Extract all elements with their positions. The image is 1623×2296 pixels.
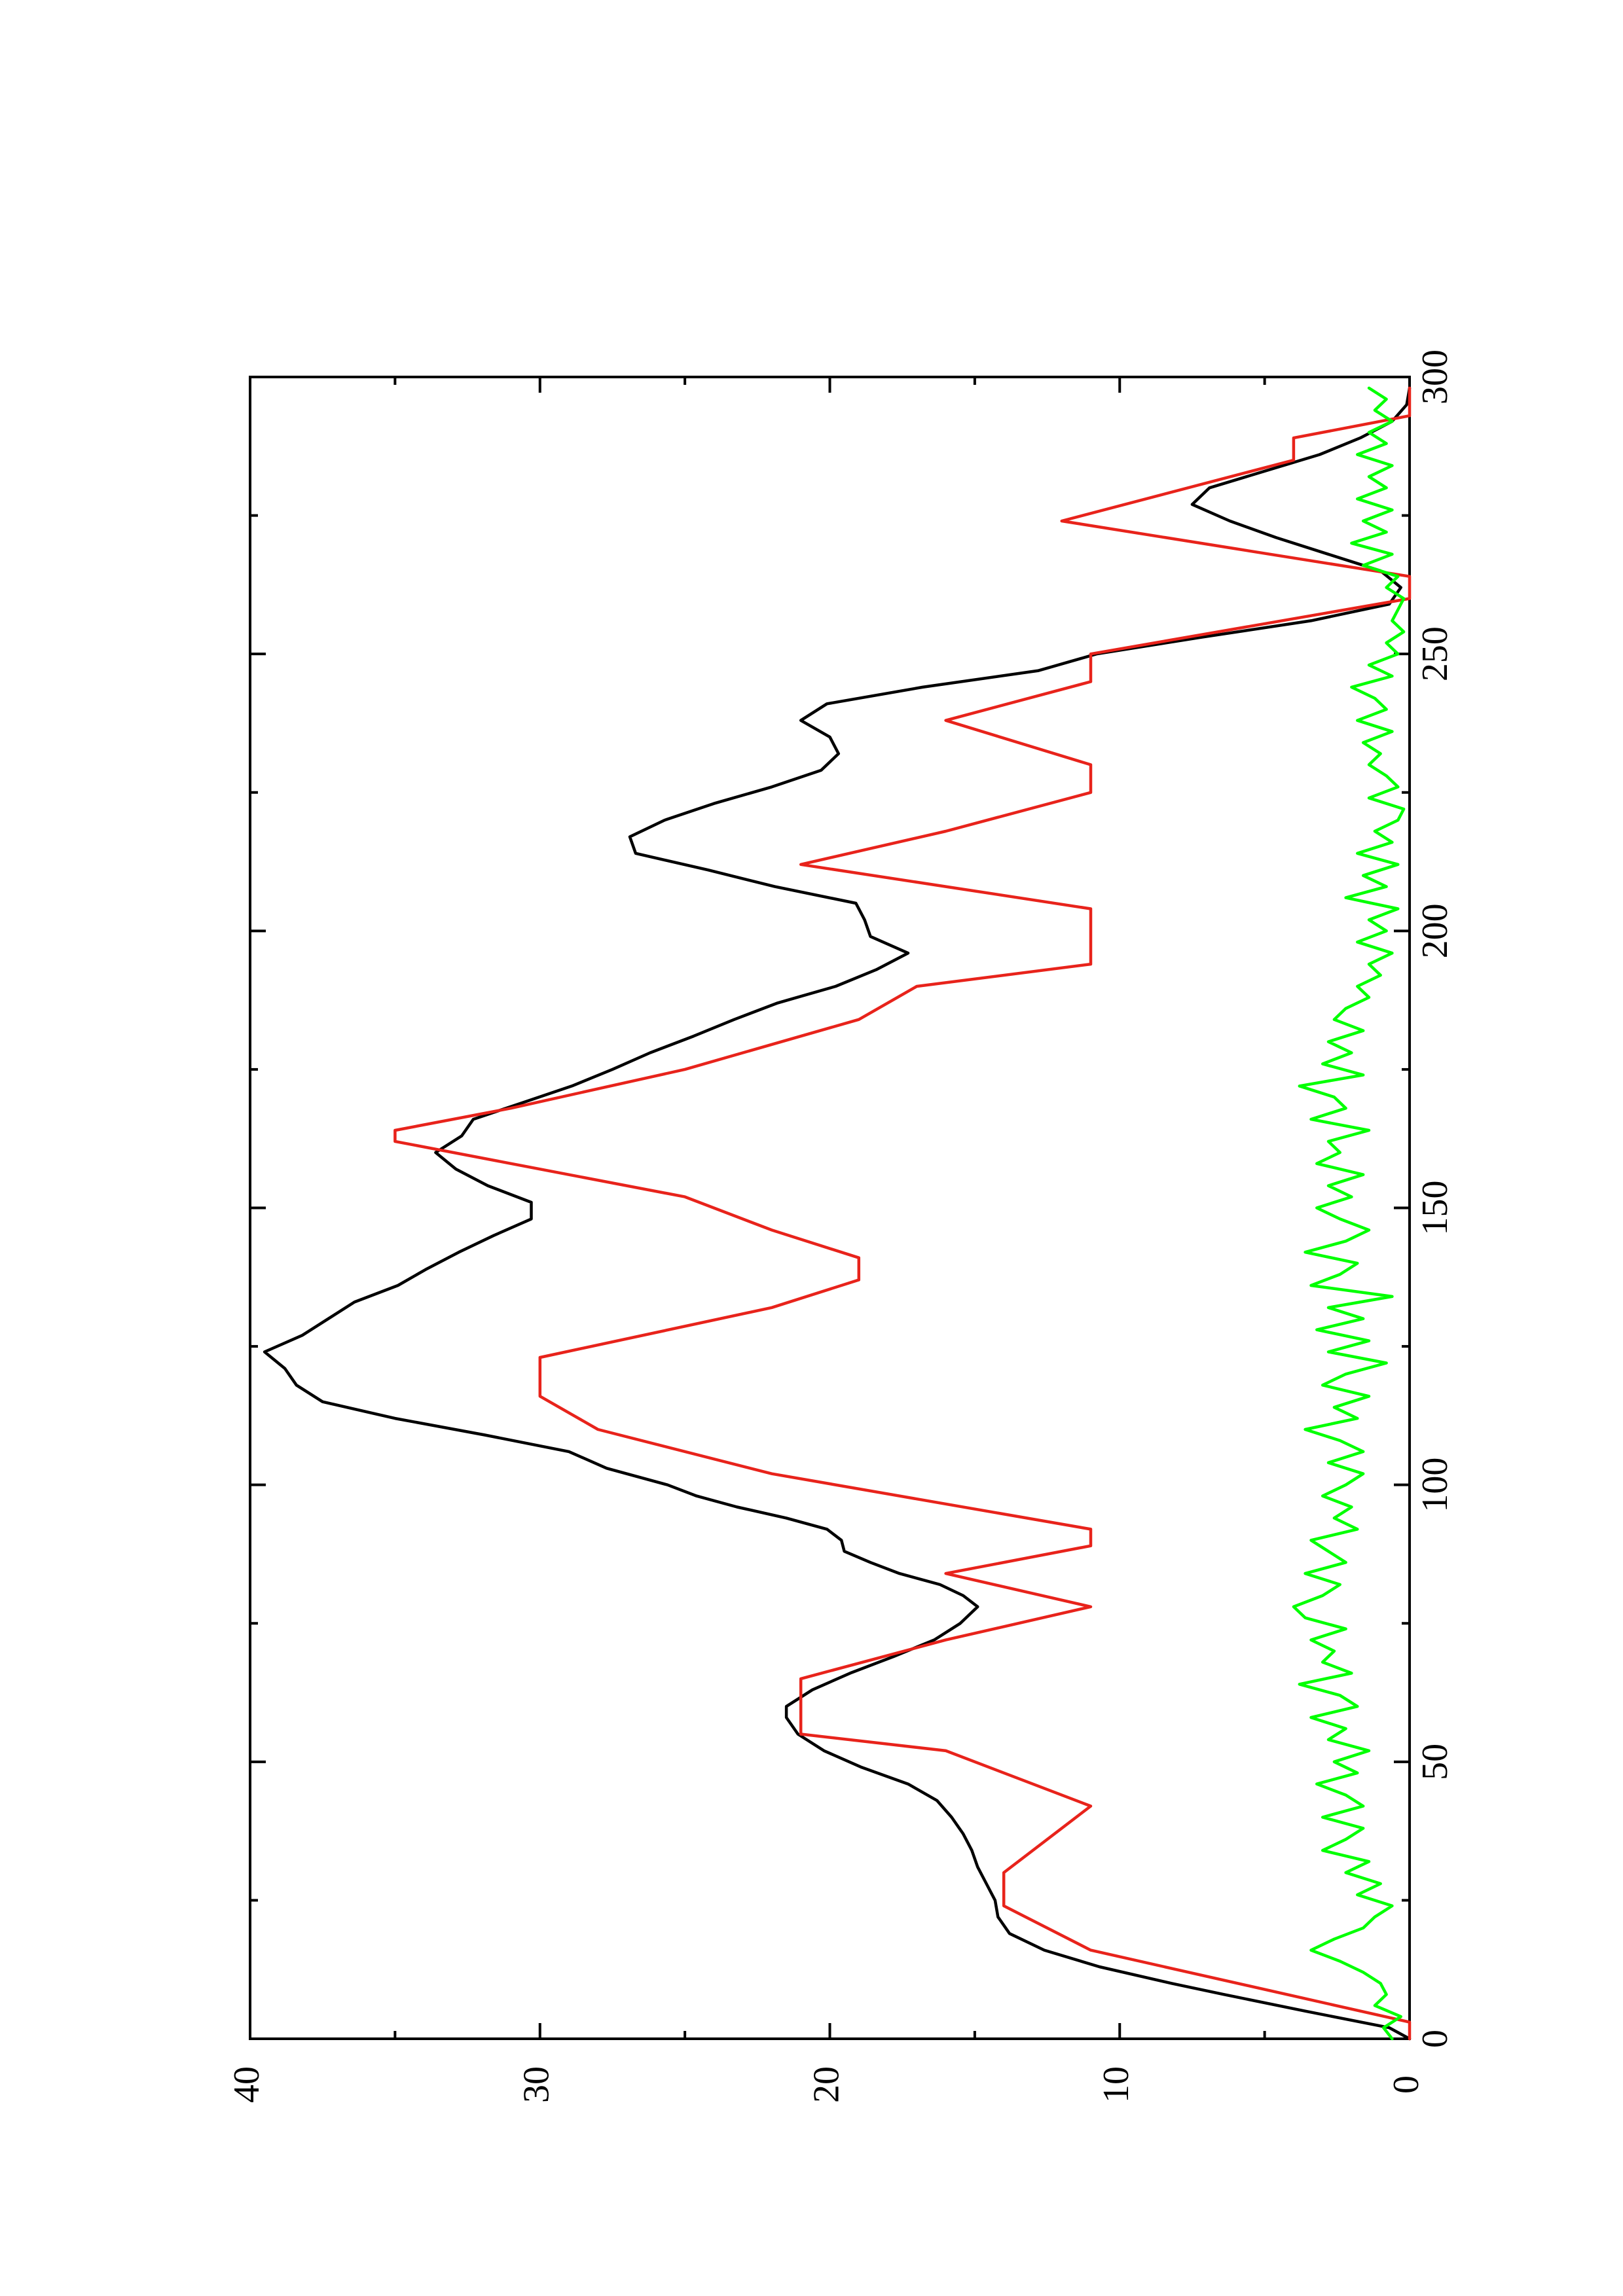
green-series-line <box>1292 386 1406 2041</box>
y-tick-label: 40 <box>227 2066 267 2103</box>
y-tick-label: 0 <box>1386 2075 1427 2094</box>
x-tick-label: 300 <box>1415 350 1455 404</box>
series-lines <box>263 386 1412 2041</box>
y-tick-label: 10 <box>1096 2066 1137 2103</box>
tick-labels: 0 50 100 150 200 250 300 0 10 20 30 40 <box>227 350 1455 2103</box>
black-series-line <box>263 386 1412 2041</box>
x-tick-label: 50 <box>1415 1744 1455 1780</box>
x-tick-label: 250 <box>1415 626 1455 681</box>
x-tick-label: 100 <box>1415 1458 1455 1513</box>
x-tick-label: 0 <box>1415 2030 1455 2048</box>
y-tick-label: 20 <box>806 2066 847 2103</box>
plot-frame <box>249 376 1411 2040</box>
axis-ticks <box>249 376 1411 2040</box>
red-series-line <box>393 386 1412 2041</box>
x-tick-label: 200 <box>1415 903 1455 958</box>
x-tick-label: 150 <box>1415 1181 1455 1236</box>
y-tick-label: 30 <box>517 2066 557 2103</box>
